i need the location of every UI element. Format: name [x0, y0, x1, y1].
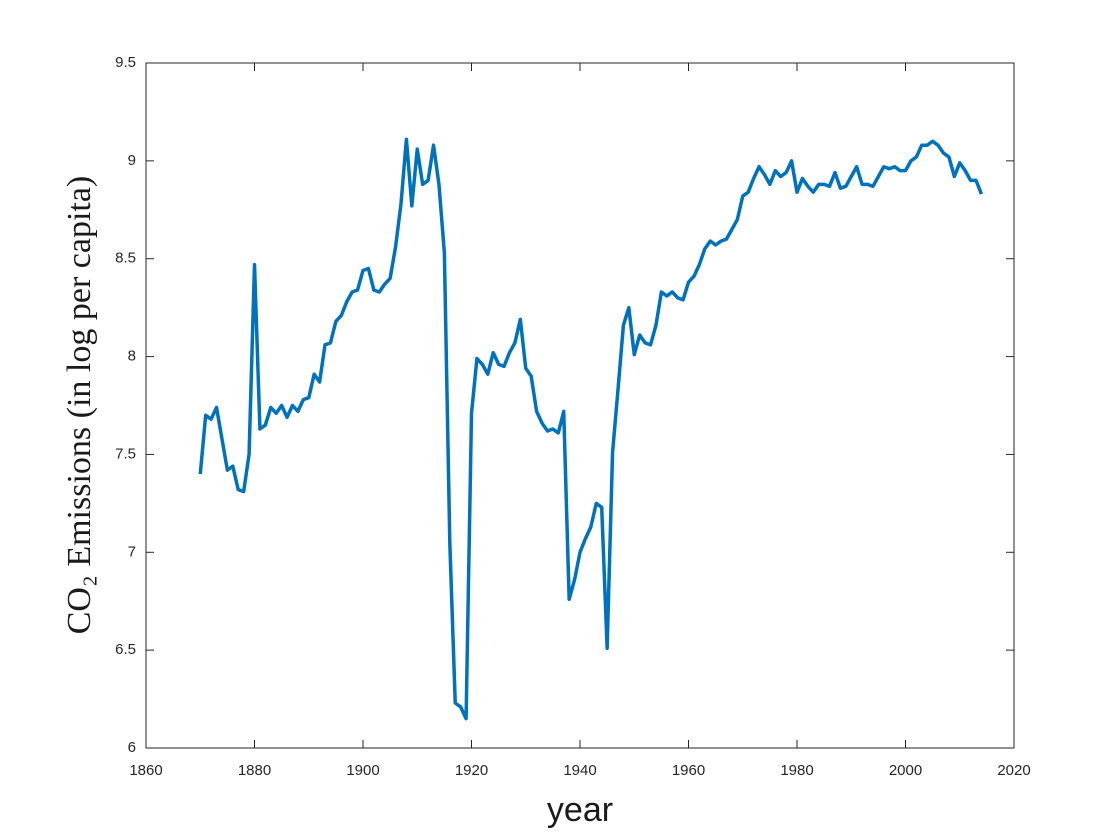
y-tick-label: 9.5 — [115, 54, 136, 71]
x-tick-label: 2000 — [889, 762, 922, 779]
data-line — [198, 137, 984, 721]
y-tick-label: 6 — [128, 739, 136, 756]
y-axis-label: CO₂ Emissions (in log per capita) — [61, 176, 98, 635]
y-tick-label: 7 — [128, 543, 136, 560]
x-tick-label: 1960 — [672, 762, 705, 779]
x-axis-label: year — [547, 791, 613, 829]
x-tick-label: 1940 — [563, 762, 596, 779]
y-tick-label: 9 — [128, 152, 136, 169]
x-tick-label: 1980 — [780, 762, 813, 779]
x-tick-label: 1920 — [455, 762, 488, 779]
x-tick-label: 2020 — [997, 762, 1030, 779]
x-tick-label: 1900 — [346, 762, 379, 779]
y-tick-label: 6.5 — [115, 641, 136, 658]
y-tick-label: 7.5 — [115, 445, 136, 462]
y-tick-label: 8 — [128, 348, 136, 365]
x-tick-label: 1880 — [238, 762, 271, 779]
y-tick-label: 8.5 — [115, 250, 136, 267]
x-tick-label: 1860 — [129, 762, 162, 779]
